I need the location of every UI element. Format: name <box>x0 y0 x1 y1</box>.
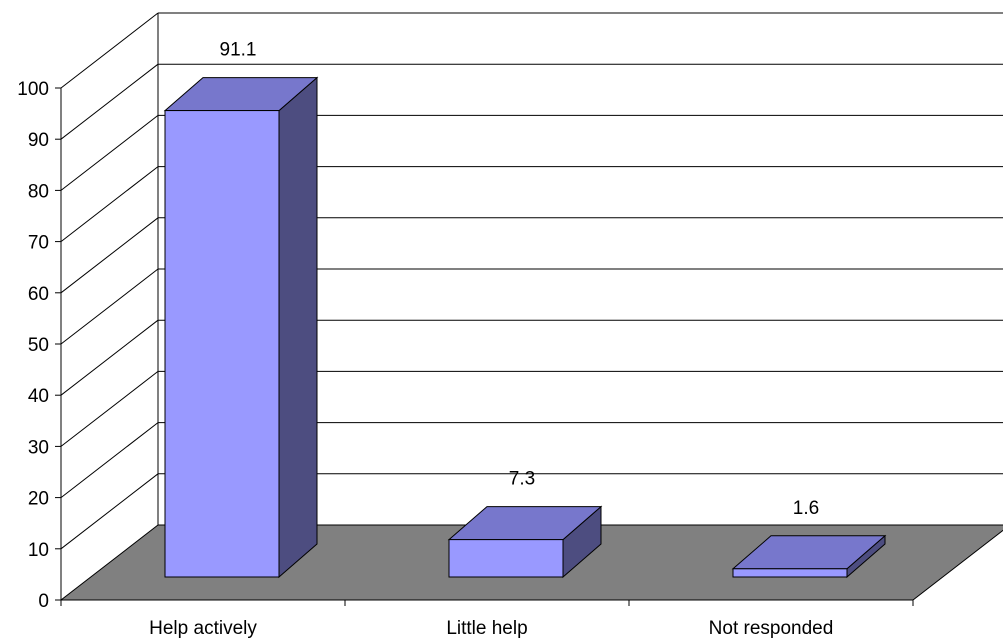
gridline-diagonal-30 <box>60 371 159 447</box>
bars <box>163 76 887 579</box>
data-label-2: 1.6 <box>793 498 819 519</box>
bar-2 <box>731 534 887 579</box>
y-tick-label-0: 0 <box>38 591 49 612</box>
bar-front-1 <box>448 539 564 578</box>
labels: Help actively 91.1 Little help 7.3 Not respo… <box>149 40 833 639</box>
x-tick-label-1: Little help <box>446 618 527 639</box>
gridline-diagonal-90 <box>60 63 159 140</box>
y-tick-label-40: 40 <box>28 386 49 407</box>
y-tick-label-30: 30 <box>28 437 49 458</box>
gridline-diagonal-40 <box>60 319 159 396</box>
y-tick-label-60: 60 <box>28 284 49 305</box>
x-tick-label-0: Help actively <box>149 618 257 639</box>
y-tick-label-80: 80 <box>28 181 49 202</box>
gridline-diagonal-100 <box>60 12 159 89</box>
bar-front-2 <box>732 568 848 578</box>
bar-side-0 <box>278 76 318 579</box>
y-tick-label-100: 100 <box>17 79 49 100</box>
y-tick-label-50: 50 <box>28 335 49 356</box>
bar-1 <box>447 505 603 579</box>
y-tick-label-10: 10 <box>28 540 49 561</box>
gridline-diagonal-50 <box>60 268 159 345</box>
gridline-diagonal-80 <box>60 115 159 191</box>
y-tick-label-70: 70 <box>28 233 49 254</box>
gridline-diagonal-20 <box>60 422 159 498</box>
gridline-diagonal-70 <box>60 166 159 242</box>
bar-front-0 <box>164 110 280 578</box>
x-tick-label-2: Not responded <box>709 618 834 639</box>
gridline-diagonal-60 <box>60 217 159 294</box>
data-label-1: 7.3 <box>509 469 535 490</box>
gridline-diagonal-10 <box>60 473 159 550</box>
bar-0 <box>163 76 319 579</box>
data-label-0: 91.1 <box>220 40 257 61</box>
y-tick-label-20: 20 <box>28 489 49 510</box>
axes: 0 10 20 30 40 50 60 70 80 90 100 <box>17 79 914 612</box>
y-tick-label-90: 90 <box>28 130 49 151</box>
